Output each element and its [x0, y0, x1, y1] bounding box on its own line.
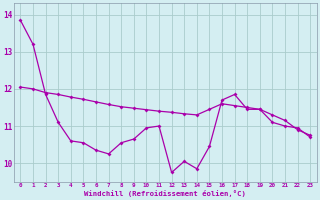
- X-axis label: Windchill (Refroidissement éolien,°C): Windchill (Refroidissement éolien,°C): [84, 190, 246, 197]
